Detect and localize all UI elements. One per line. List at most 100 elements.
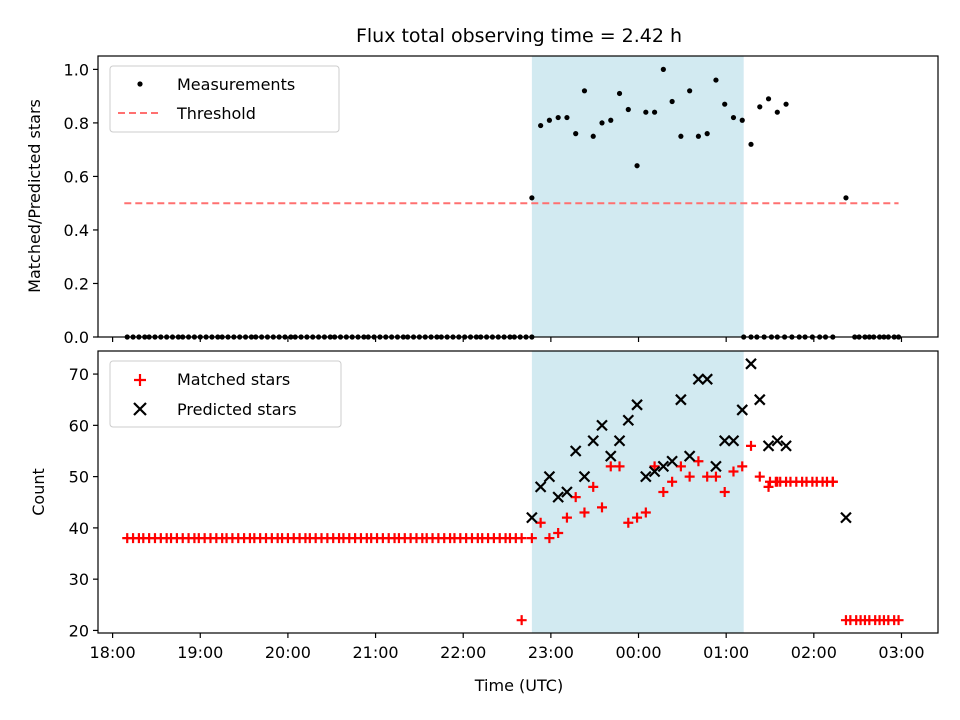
measurement-point — [774, 109, 780, 115]
top-y-tick-label: 0.4 — [64, 221, 89, 240]
measurement-point — [695, 133, 702, 139]
measurement-point — [669, 98, 675, 105]
measurement-point — [616, 90, 623, 97]
matched-star-point — [893, 615, 904, 626]
matched-star-point — [614, 461, 625, 472]
predicted-star-point — [736, 404, 749, 416]
legend-predicted-label: Predicted stars — [177, 400, 297, 419]
bottom-y-tick-label: 20 — [69, 621, 89, 640]
matched-star-point — [544, 533, 555, 544]
measurement-point — [643, 109, 649, 115]
legend-threshold-label: Threshold — [176, 104, 256, 123]
matched-star-point — [526, 533, 537, 544]
predicted-star-point — [745, 358, 757, 370]
matched-star-point — [579, 507, 590, 518]
top-legend: Measurements Threshold — [109, 65, 340, 133]
matched-star-point — [605, 461, 616, 472]
measurement-point — [843, 195, 849, 201]
predicted-star-point — [657, 460, 670, 473]
measurement-point — [538, 122, 544, 129]
predicted-star-point — [780, 440, 792, 452]
measurement-point — [651, 109, 658, 115]
predicted-star-point — [701, 373, 713, 385]
predicted-star-point — [771, 434, 784, 447]
predicted-star-point — [718, 434, 731, 447]
predicted-star-point — [675, 393, 687, 406]
matched-star-point — [763, 481, 774, 492]
matched-star-point — [623, 517, 634, 528]
matched-star-point — [719, 487, 730, 497]
predicted-star-point — [631, 399, 643, 411]
predicted-star-point — [666, 455, 678, 468]
measurement-point — [722, 101, 728, 107]
bottom-y-tick-label: 40 — [69, 519, 89, 538]
matched-star-point — [684, 471, 695, 482]
predicted-star-point — [683, 450, 696, 462]
measurement-point — [529, 195, 535, 201]
top-legend-box — [109, 65, 340, 133]
predicted-star-point — [552, 491, 564, 503]
top-plot-frame — [97, 55, 939, 338]
matched-star-point — [535, 517, 546, 528]
top-panel: 0.0 0.2 0.4 0.6 0.8 1.0 Matched/Predicted sta… — [25, 55, 939, 347]
legend-measurements-marker — [137, 81, 143, 87]
measurement-point — [748, 141, 754, 147]
matched-star-point — [597, 502, 607, 513]
measurement-point — [765, 96, 772, 102]
x-tick-label: 20:00 — [265, 643, 311, 662]
predicted-star-point — [569, 445, 582, 457]
top-y-tick-label: 0.6 — [64, 167, 89, 186]
predicted-star-point — [534, 481, 547, 493]
matched-star-point — [632, 512, 643, 523]
predicted-star-point — [622, 414, 635, 426]
predicted-star-point — [753, 393, 766, 406]
bottom-y-tick-label: 70 — [69, 365, 89, 384]
top-plot-marks — [124, 66, 902, 340]
predicted-star-point — [526, 511, 538, 524]
predicted-star-point — [840, 511, 852, 524]
matched-star-point — [693, 456, 704, 467]
top-highlight-span — [531, 56, 744, 337]
measurement-point — [757, 104, 763, 110]
measurement-point — [608, 117, 614, 123]
matched-star-point — [516, 615, 527, 626]
measurement-point — [599, 120, 605, 126]
matched-star-point — [649, 461, 660, 472]
bottom-x-ticks: 18:00 19:00 20:00 21:00 22:00 23:00 00:00 01:00… — [90, 633, 925, 662]
matched-star-point — [710, 471, 721, 482]
x-tick-label: 19:00 — [177, 643, 223, 662]
measurement-point — [590, 133, 596, 139]
matched-star-point — [675, 461, 686, 472]
predicted-star-point — [692, 373, 705, 385]
predicted-star-point — [640, 470, 652, 483]
bottom-legend-box — [109, 360, 342, 428]
measurement-point — [678, 133, 684, 139]
predicted-star-point — [727, 434, 740, 447]
legend-matched-label: Matched stars — [177, 370, 290, 389]
predicted-star-point — [648, 465, 661, 478]
matched-star-point — [561, 512, 572, 523]
measurement-point — [564, 114, 570, 121]
measurement-point — [739, 117, 745, 123]
top-y-tick-label: 0.0 — [64, 328, 89, 347]
predicted-star-point — [604, 450, 617, 462]
measurement-point — [555, 114, 561, 121]
top-y-tick-label: 0.8 — [64, 114, 89, 133]
x-tick-label: 01:00 — [703, 643, 749, 662]
matched-star-point — [772, 476, 783, 487]
x-axis-label: Time (UTC) — [474, 676, 563, 695]
matched-star-point — [516, 533, 527, 544]
bottom-panel: 20 30 40 50 60 70 18:00 19:00 20:00 21:00 22:00 23… — [29, 350, 939, 695]
matched-star-point — [658, 487, 669, 497]
x-tick-label: 23:00 — [528, 643, 574, 662]
predicted-star-point — [578, 470, 591, 483]
measurement-point — [687, 88, 693, 94]
bottom-highlight-span — [531, 351, 744, 633]
legend-predicted-marker — [133, 402, 147, 416]
measurement-point — [783, 101, 789, 107]
matched-star-point — [640, 507, 651, 518]
matched-star-point — [737, 461, 748, 472]
predicted-star-point — [543, 470, 556, 483]
matched-star-point — [728, 466, 739, 477]
legend-matched-marker — [134, 374, 146, 386]
